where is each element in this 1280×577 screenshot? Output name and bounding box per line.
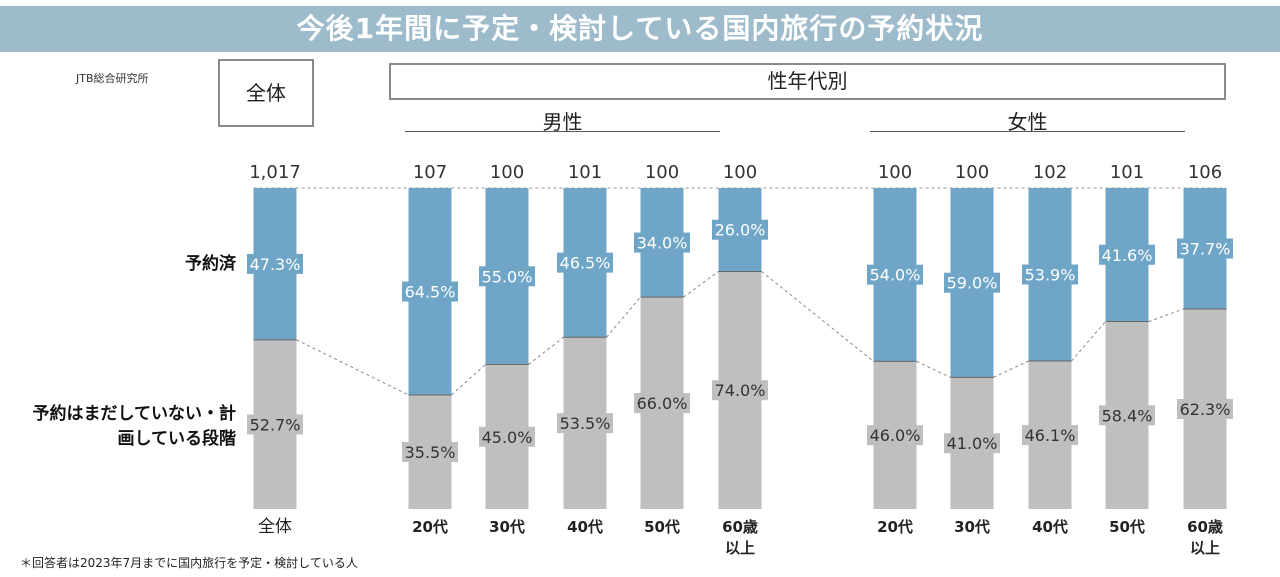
boundary-connector xyxy=(451,364,486,396)
value-label-not-booked: 46.1% xyxy=(1025,426,1076,445)
category-label: 40代 xyxy=(1032,518,1068,536)
value-label-booked: 47.3% xyxy=(250,255,301,274)
category-label: 30代 xyxy=(489,518,525,536)
value-label-bg xyxy=(944,272,1000,293)
value-label-bg xyxy=(402,442,458,463)
value-label-bg xyxy=(712,380,768,401)
value-label-not-booked: 66.0% xyxy=(637,394,688,413)
sample-size-label: 100 xyxy=(645,162,679,183)
sample-size-label: 101 xyxy=(568,162,602,183)
boundary-connector xyxy=(761,271,874,362)
value-label-bg xyxy=(634,232,690,253)
sample-size-label: 107 xyxy=(413,162,447,183)
value-label-not-booked: 74.0% xyxy=(715,381,766,400)
value-label-booked: 55.0% xyxy=(482,267,533,286)
sample-size-label: 1,017 xyxy=(249,162,301,183)
value-label-bg xyxy=(402,281,458,302)
gender-age-header-label: 性年代別 xyxy=(767,69,848,93)
boundary-connector xyxy=(683,271,719,298)
footnote: ＊回答者は2023年7月までに国内旅行を予定・検討している人 xyxy=(20,556,358,570)
value-label-bg xyxy=(1022,425,1078,446)
value-label-bg xyxy=(247,253,303,274)
value-label-booked: 59.0% xyxy=(947,274,998,293)
category-label: 全体 xyxy=(258,517,292,537)
row-label-not-booked: 予約はまだしていない・計画している段階 xyxy=(32,404,237,449)
category-label: 40代 xyxy=(567,518,603,536)
value-label-not-booked: 41.0% xyxy=(947,434,998,453)
value-label-not-booked: 45.0% xyxy=(482,428,533,447)
female-group-label: 女性 xyxy=(1007,110,1048,134)
value-label-bg xyxy=(1177,399,1233,420)
source-label: JTB総合研究所 xyxy=(76,72,149,85)
value-label-bg xyxy=(479,426,535,447)
sample-size-label: 100 xyxy=(955,162,989,183)
value-label-booked: 37.7% xyxy=(1180,240,1231,259)
boundary-connector xyxy=(1071,321,1106,362)
value-label-booked: 54.0% xyxy=(870,266,921,285)
boundary-connector xyxy=(1148,308,1184,323)
sample-size-label: 106 xyxy=(1188,162,1222,183)
category-label: 20代 xyxy=(877,518,913,536)
value-label-booked: 41.6% xyxy=(1102,246,1153,265)
chart-title-banner: 今後1年間に予定・検討している国内旅行の予約状況 xyxy=(0,6,1280,52)
category-label: 60歳 xyxy=(722,518,758,536)
value-label-bg xyxy=(557,413,613,434)
gender-age-header-box: 性年代別 xyxy=(389,63,1226,100)
boundary-connector xyxy=(296,339,409,396)
value-label-booked: 26.0% xyxy=(715,221,766,240)
value-label-not-booked: 62.3% xyxy=(1180,400,1231,419)
value-label-not-booked: 53.5% xyxy=(560,414,611,433)
category-label: 60歳 xyxy=(1187,518,1223,536)
value-label-bg xyxy=(1022,264,1078,285)
value-label-bg xyxy=(1099,405,1155,426)
value-label-bg xyxy=(1099,244,1155,265)
boundary-connector xyxy=(993,360,1029,378)
value-label-booked: 53.9% xyxy=(1025,266,1076,285)
value-label-booked: 34.0% xyxy=(637,234,688,253)
category-label: 以上 xyxy=(725,539,755,557)
category-label: 以上 xyxy=(1190,539,1220,557)
value-label-not-booked: 35.5% xyxy=(405,443,456,462)
overall-header-label: 全体 xyxy=(246,81,286,105)
overall-header-box: 全体 xyxy=(218,59,314,127)
sample-size-label: 102 xyxy=(1033,162,1067,183)
category-label: 30代 xyxy=(954,518,990,536)
value-label-bg xyxy=(867,425,923,446)
value-label-bg xyxy=(247,414,303,435)
male-group-underline xyxy=(405,131,720,132)
value-label-not-booked: 58.4% xyxy=(1102,406,1153,425)
boundary-connector xyxy=(606,296,641,338)
sample-size-label: 101 xyxy=(1110,162,1144,183)
category-label: 50代 xyxy=(1109,518,1145,536)
value-label-not-booked: 52.7% xyxy=(250,415,301,434)
boundary-connector xyxy=(916,360,951,378)
female-group-underline xyxy=(870,131,1185,132)
category-label: 20代 xyxy=(412,518,448,536)
category-label: 50代 xyxy=(644,518,680,536)
value-label-bg xyxy=(712,219,768,240)
value-label-bg xyxy=(557,252,613,273)
value-label-not-booked: 46.0% xyxy=(870,426,921,445)
value-label-bg xyxy=(479,266,535,287)
value-label-bg xyxy=(867,264,923,285)
value-label-booked: 64.5% xyxy=(405,283,456,302)
sample-size-label: 100 xyxy=(490,162,524,183)
male-group-label: 男性 xyxy=(542,110,583,134)
value-label-bg xyxy=(634,393,690,414)
value-label-bg xyxy=(1177,238,1233,259)
value-label-booked: 46.5% xyxy=(560,254,611,273)
sample-size-label: 100 xyxy=(723,162,757,183)
value-label-bg xyxy=(944,433,1000,454)
boundary-connector xyxy=(528,336,564,365)
sample-size-label: 100 xyxy=(878,162,912,183)
row-label-booked: 予約済 xyxy=(185,254,236,274)
